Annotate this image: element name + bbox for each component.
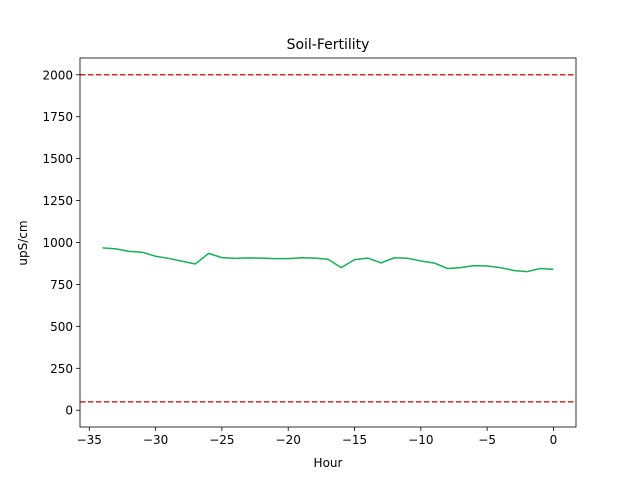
y-axis-label: upS/cm xyxy=(16,220,30,265)
y-tick-label: 1250 xyxy=(42,194,73,208)
x-tick-label: −35 xyxy=(77,433,102,447)
x-tick-label: −15 xyxy=(342,433,367,447)
y-tick-label: 1000 xyxy=(42,236,73,250)
plot-area: −35 −30 −25 −20 −15 −10 −5 0 0 250 500 750 1000 1250 1… xyxy=(42,57,577,447)
x-tick-label: −5 xyxy=(478,433,496,447)
x-tick-label: −25 xyxy=(209,433,234,447)
plot-frame xyxy=(79,57,577,428)
y-tick-label: 1500 xyxy=(42,152,73,166)
y-tick-label: 2000 xyxy=(42,68,73,82)
x-tick-label: 0 xyxy=(550,433,558,447)
x-tick-label: −20 xyxy=(276,433,301,447)
x-tick-label: −10 xyxy=(408,433,433,447)
y-tick-label: 750 xyxy=(50,278,73,292)
series-line-1 xyxy=(102,247,554,273)
y-tick-label: 500 xyxy=(50,320,73,334)
y-tick-label: 0 xyxy=(65,404,73,418)
x-tick-label: −30 xyxy=(143,433,168,447)
chart-title: Soil-Fertility xyxy=(287,37,370,53)
y-tick-label: 250 xyxy=(50,362,73,376)
y-tick-label: 1750 xyxy=(42,110,73,124)
x-axis-label: Hour xyxy=(314,456,343,470)
